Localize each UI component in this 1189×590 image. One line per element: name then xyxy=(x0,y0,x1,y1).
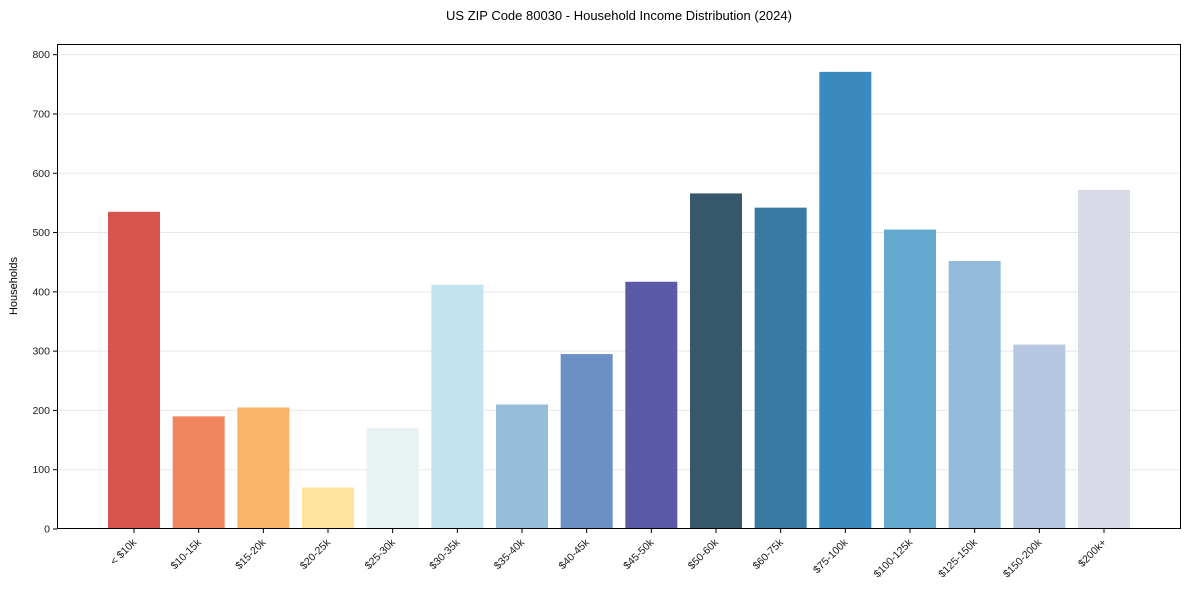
y-tick-label: 300 xyxy=(32,346,50,358)
x-tick-label: < $10k xyxy=(108,536,140,568)
x-tick-label: $30-35k xyxy=(427,536,463,572)
bar xyxy=(237,407,290,529)
bar xyxy=(108,211,160,529)
bar xyxy=(302,487,354,529)
x-tick-label: $200k+ xyxy=(1076,537,1109,570)
x-tick-label: $10-15k xyxy=(168,536,204,572)
y-tick-label: 700 xyxy=(32,108,50,120)
x-tick-label: $20-25k xyxy=(298,536,334,572)
x-tick-label: $15-20k xyxy=(233,536,269,572)
x-tick-label: $25-30k xyxy=(362,536,398,572)
bar xyxy=(754,207,807,529)
bar xyxy=(431,284,484,529)
bar xyxy=(172,416,225,529)
x-tick-label: $60-75k xyxy=(750,536,786,572)
bar xyxy=(884,229,936,529)
x-tick-label: $35-40k xyxy=(492,536,528,572)
x-tick-label: $40-45k xyxy=(556,536,592,572)
bar xyxy=(690,193,742,529)
x-tick-label: $100-125k xyxy=(872,536,916,580)
y-tick-label: 400 xyxy=(32,286,50,298)
y-tick-label: 0 xyxy=(44,524,50,536)
bar xyxy=(496,404,548,529)
x-tick-label: $50-60k xyxy=(686,536,722,572)
x-tick-label: $150-200k xyxy=(1001,536,1045,580)
bar xyxy=(560,354,613,529)
bar xyxy=(948,261,1001,529)
x-tick-label: $45-50k xyxy=(621,536,657,572)
chart-title: US ZIP Code 80030 - Household Income Dis… xyxy=(446,8,792,23)
y-tick-label: 200 xyxy=(32,405,50,417)
x-tick-label: $125-150k xyxy=(936,536,980,580)
y-tick-label: 600 xyxy=(32,168,50,180)
bar xyxy=(366,428,419,529)
bar xyxy=(625,281,678,529)
bar xyxy=(1078,189,1130,529)
y-tick-label: 800 xyxy=(32,49,50,61)
bar xyxy=(1013,344,1066,529)
bar xyxy=(819,71,872,529)
y-tick-label: 500 xyxy=(32,227,50,239)
x-tick-label: $75-100k xyxy=(811,536,851,576)
y-tick-label: 100 xyxy=(32,464,50,476)
plot-border xyxy=(57,44,1181,529)
